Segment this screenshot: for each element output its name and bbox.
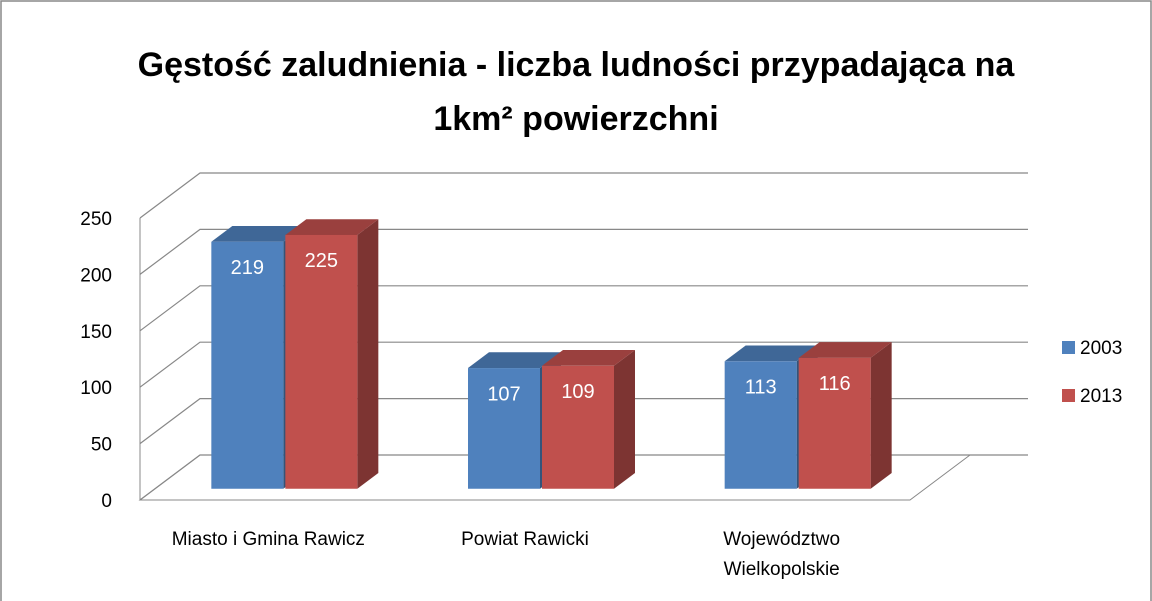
grid-line (139, 341, 1028, 388)
bar-top (285, 219, 379, 235)
bar-front (542, 365, 614, 489)
bar (798, 342, 892, 489)
bar-top (468, 352, 561, 369)
grid-line (139, 228, 1028, 275)
bar-top (542, 350, 635, 366)
x-tick-label: Miasto i Gmina Rawicz (171, 529, 365, 550)
x-tick-label: Województwo Wielkopolskie (723, 529, 841, 580)
bar-front (724, 361, 797, 489)
data-label: 219 (231, 257, 264, 279)
bar-front (798, 357, 871, 489)
bar-side (870, 342, 892, 489)
grid-line (139, 172, 1028, 219)
y-tick-label: 50 (91, 435, 112, 456)
data-label: 107 (487, 383, 520, 405)
y-tick-label: 200 (80, 265, 112, 286)
bar-front (285, 234, 358, 489)
data-label: 109 (561, 381, 594, 403)
bar-side (357, 219, 379, 489)
legend-swatch (1062, 389, 1075, 402)
bar-top (211, 225, 305, 242)
bar-top (798, 342, 892, 358)
bar (542, 350, 635, 489)
grid-line (139, 285, 1028, 332)
chart-title: Gęstość zaludnienia - liczba ludności pr… (137, 46, 1015, 138)
data-label: 116 (819, 373, 851, 395)
y-tick-label: 100 (80, 378, 112, 399)
data-label: 225 (305, 250, 338, 272)
y-tick-label: 250 (80, 209, 112, 230)
bar-side (614, 350, 635, 489)
x-tick-label: Powiat Rawicki (461, 529, 589, 550)
data-label: 113 (745, 377, 777, 399)
bar-front (468, 368, 540, 489)
bar-top (724, 345, 818, 362)
legend-swatch (1062, 341, 1075, 354)
legend-label: 2013 (1080, 386, 1122, 407)
bar (285, 219, 379, 489)
bar-front (211, 241, 284, 489)
legend-label: 2003 (1080, 338, 1122, 359)
y-tick-label: 0 (101, 491, 112, 512)
y-tick-label: 150 (80, 322, 112, 343)
